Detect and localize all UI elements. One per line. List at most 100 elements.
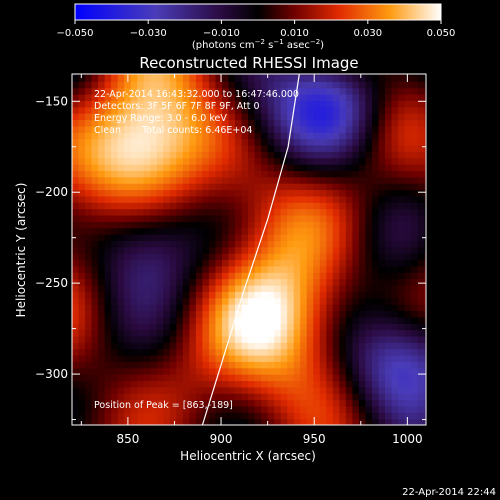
- heatmap-cell: [306, 367, 314, 375]
- heatmap-cell: [124, 246, 132, 254]
- heatmap-cell: [417, 246, 425, 254]
- heatmap-cell: [111, 323, 119, 331]
- heatmap-cell: [339, 323, 347, 331]
- heatmap-cell: [287, 234, 295, 242]
- heatmap-cell: [371, 170, 380, 178]
- heatmap-cell: [352, 183, 360, 191]
- heatmap-cell: [332, 100, 340, 108]
- heatmap-cell: [163, 87, 171, 95]
- heatmap-cell: [300, 316, 308, 324]
- heatmap-cell: [195, 164, 204, 171]
- heatmap-cell: [111, 304, 119, 312]
- heatmap-cell: [124, 323, 132, 331]
- heatmap-cell: [332, 125, 340, 133]
- heatmap-cell: [267, 183, 275, 191]
- heatmap-cell: [221, 221, 230, 229]
- heatmap-cell: [117, 227, 125, 235]
- heatmap-cell: [404, 348, 412, 356]
- heatmap-cell: [91, 393, 99, 401]
- heatmap-cell: [417, 94, 425, 101]
- heatmap-cell: [352, 348, 360, 356]
- heatmap-cell: [163, 259, 171, 267]
- heatmap-cell: [85, 240, 93, 248]
- heatmap-cell: [215, 214, 223, 222]
- heatmap-cell: [319, 412, 327, 420]
- heatmap-cell: [78, 74, 86, 76]
- heatmap-cell: [163, 240, 171, 248]
- heatmap-cell: [371, 100, 380, 108]
- heatmap-cell: [313, 418, 321, 425]
- heatmap-cell: [202, 284, 210, 292]
- heatmap-cell: [156, 100, 164, 108]
- heatmap-cell: [293, 412, 301, 420]
- heatmap-cell: [72, 329, 80, 337]
- heatmap-cell: [398, 393, 406, 401]
- heatmap-cell: [411, 399, 419, 407]
- heatmap-cell: [306, 106, 314, 114]
- heatmap-cell: [104, 202, 112, 210]
- heatmap-cell: [189, 278, 197, 286]
- heatmap-cell: [326, 74, 334, 82]
- heatmap-cell: [280, 348, 288, 356]
- heatmap-cell: [235, 202, 243, 210]
- heatmap-cell: [345, 323, 353, 331]
- heatmap-cell: [215, 170, 223, 178]
- heatmap-cell: [104, 74, 112, 76]
- heatmap-cell: [221, 119, 230, 127]
- heatmap-cell: [300, 323, 308, 331]
- heatmap-cell: [411, 284, 419, 292]
- heatmap-cell: [306, 81, 314, 89]
- heatmap-cell: [345, 405, 353, 413]
- heatmap-cell: [215, 81, 223, 89]
- heatmap-cell: [208, 151, 217, 159]
- heatmap-cell: [411, 234, 419, 242]
- generation-timestamp: 22-Apr-2014 22:44: [402, 487, 496, 498]
- heatmap-cell: [385, 316, 393, 324]
- heatmap-cell: [235, 157, 243, 165]
- heatmap-cell: [287, 304, 295, 312]
- heatmap-cell: [150, 113, 158, 121]
- heatmap-cell: [319, 125, 327, 133]
- heatmap-cell: [228, 189, 236, 197]
- heatmap-cell: [72, 297, 80, 305]
- heatmap-cell: [202, 405, 210, 413]
- heatmap-cell: [424, 386, 426, 394]
- heatmap-cell: [235, 176, 243, 184]
- heatmap-cell: [365, 234, 373, 242]
- heatmap-cell: [248, 157, 256, 165]
- heatmap-cell: [169, 195, 177, 203]
- heatmap-cell: [117, 367, 125, 375]
- heatmap-cell: [352, 367, 360, 375]
- heatmap-cell: [130, 208, 138, 216]
- heatmap-cell: [150, 386, 158, 394]
- heatmap-cell: [261, 113, 269, 121]
- heatmap-cell: [385, 195, 393, 203]
- heatmap-cell: [280, 164, 288, 171]
- heatmap-cell: [332, 176, 340, 184]
- heatmap-cell: [137, 284, 145, 292]
- heatmap-cell: [98, 310, 106, 318]
- heatmap-cell: [215, 189, 223, 197]
- heatmap-cell: [385, 329, 393, 337]
- heatmap-cell: [169, 183, 177, 191]
- heatmap-cell: [156, 183, 164, 191]
- heatmap-cell: [130, 393, 138, 401]
- heatmap-cell: [378, 393, 386, 401]
- heatmap-cell: [228, 386, 236, 394]
- heatmap-cell: [195, 170, 204, 178]
- heatmap-cell: [182, 234, 190, 242]
- heatmap-cell: [98, 246, 106, 254]
- heatmap-cell: [78, 164, 86, 171]
- heatmap-cell: [274, 106, 282, 114]
- heatmap-cell: [72, 393, 80, 401]
- heatmap-cell: [319, 183, 327, 191]
- heatmap-cell: [202, 297, 210, 305]
- heatmap-cell: [72, 361, 80, 369]
- heatmap-cell: [137, 380, 145, 388]
- heatmap-cell: [306, 386, 314, 394]
- heatmap-cell: [228, 202, 236, 210]
- heatmap-cell: [274, 342, 282, 350]
- heatmap-cell: [182, 164, 190, 171]
- heatmap-cell: [189, 81, 197, 89]
- heatmap-cell: [352, 214, 360, 222]
